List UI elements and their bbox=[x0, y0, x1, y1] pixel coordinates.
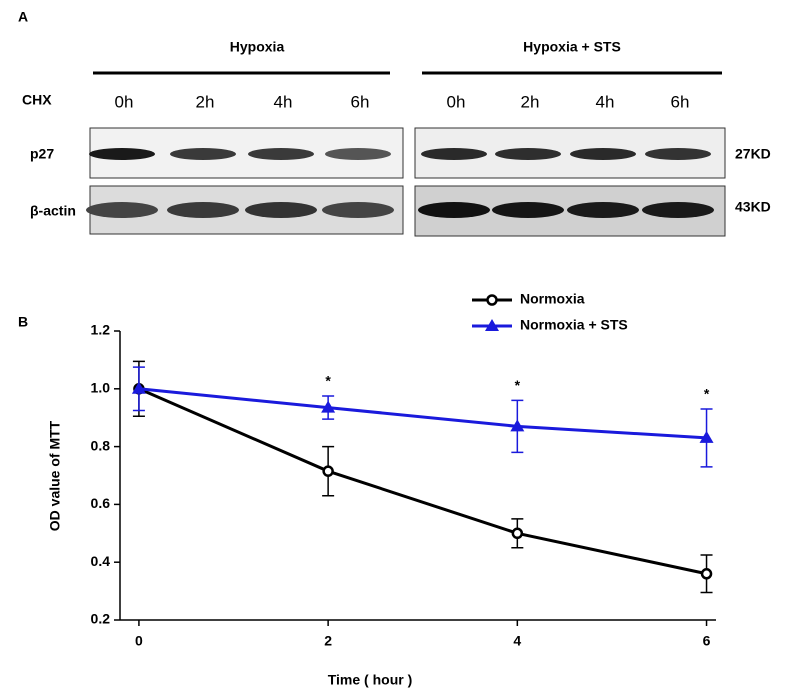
y-tick-label: 0.6 bbox=[91, 495, 111, 511]
annotation: * bbox=[515, 377, 521, 393]
y-tick-label: 1.2 bbox=[91, 322, 111, 338]
blot-band bbox=[421, 148, 487, 160]
lane-label: 0h bbox=[115, 92, 134, 111]
blot-band bbox=[322, 202, 394, 218]
y-tick-label: 0.8 bbox=[91, 437, 111, 453]
lane-label: 6h bbox=[671, 92, 690, 111]
lane-label: 4h bbox=[274, 92, 293, 111]
data-point bbox=[510, 419, 525, 432]
size-label: 27KD bbox=[735, 146, 771, 162]
blot-band bbox=[167, 202, 239, 218]
blot-band bbox=[645, 148, 711, 160]
blot-band bbox=[570, 148, 636, 160]
data-point bbox=[322, 465, 334, 477]
x-axis-label: Time ( hour ) bbox=[328, 672, 413, 688]
data-point bbox=[321, 400, 336, 413]
legend-marker bbox=[485, 319, 499, 331]
blot-band bbox=[418, 202, 490, 218]
x-tick-label: 4 bbox=[513, 633, 521, 649]
blot-band bbox=[170, 148, 236, 160]
lane-label: 4h bbox=[596, 92, 615, 111]
blot-band bbox=[245, 202, 317, 218]
data-point bbox=[511, 527, 524, 540]
blot-band bbox=[567, 202, 639, 218]
annotation: * bbox=[325, 373, 331, 389]
data-point bbox=[131, 381, 146, 394]
legend-label: Normoxia bbox=[520, 291, 585, 307]
lane-label: 2h bbox=[196, 92, 215, 111]
blot-band bbox=[325, 148, 391, 160]
blot-band bbox=[89, 148, 155, 160]
size-label: 43KD bbox=[735, 199, 771, 215]
treatment-label: CHX bbox=[22, 92, 52, 108]
lane-label: 6h bbox=[351, 92, 370, 111]
group-label: Hypoxia + STS bbox=[523, 39, 621, 55]
y-tick-label: 1.0 bbox=[91, 380, 111, 396]
row-label: p27 bbox=[30, 146, 54, 162]
blot-band bbox=[248, 148, 314, 160]
series-line bbox=[138, 387, 707, 576]
row-label: β-actin bbox=[30, 203, 76, 219]
lane-label: 0h bbox=[447, 92, 466, 111]
blot-band bbox=[492, 202, 564, 218]
legend-label: Normoxia + STS bbox=[520, 317, 628, 333]
x-tick-label: 6 bbox=[703, 633, 711, 649]
annotation: * bbox=[704, 386, 710, 402]
legend-marker bbox=[486, 294, 498, 306]
x-tick-label: 0 bbox=[135, 633, 143, 649]
panel-label: B bbox=[18, 314, 28, 330]
series-line bbox=[138, 387, 707, 440]
group-label: Hypoxia bbox=[230, 39, 285, 55]
data-point bbox=[699, 430, 714, 443]
blot-band bbox=[495, 148, 561, 160]
y-axis-label: OD value of MTT bbox=[47, 420, 63, 531]
panel-label: A bbox=[18, 9, 28, 25]
blot-band bbox=[642, 202, 714, 218]
lane-label: 2h bbox=[521, 92, 540, 111]
blot-band bbox=[86, 202, 158, 218]
data-point bbox=[700, 568, 713, 580]
y-tick-label: 0.2 bbox=[91, 611, 111, 627]
x-tick-label: 2 bbox=[324, 633, 332, 649]
y-tick-label: 0.4 bbox=[91, 553, 111, 569]
